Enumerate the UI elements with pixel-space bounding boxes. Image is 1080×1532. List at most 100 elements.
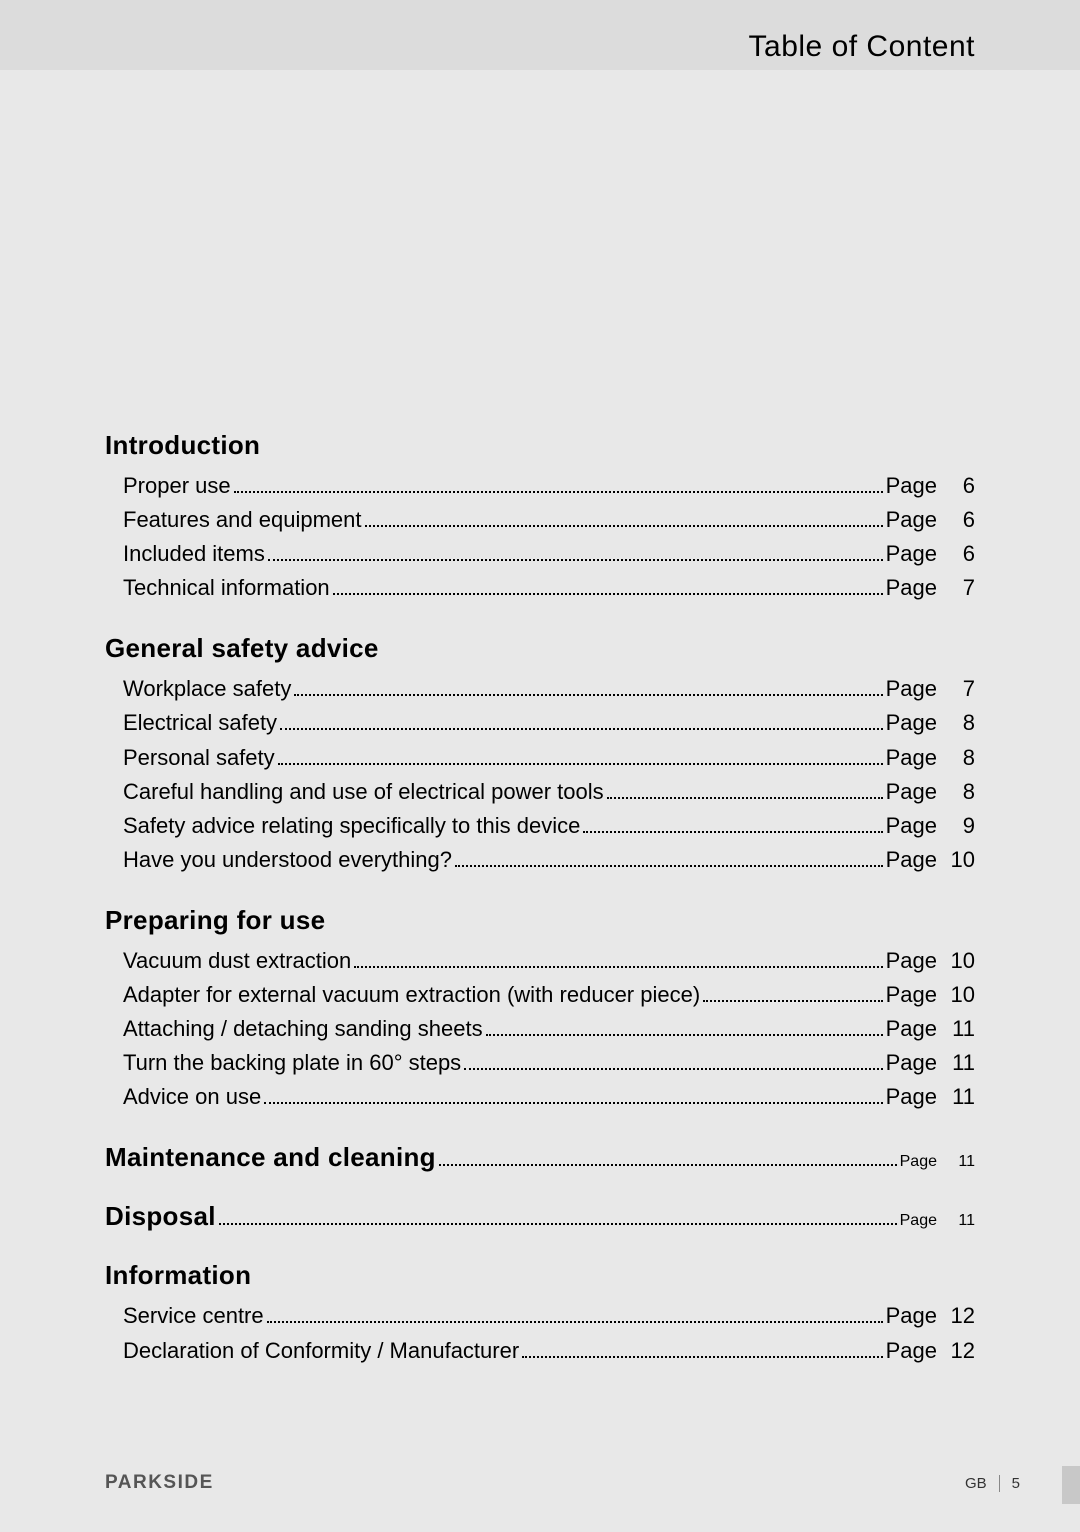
toc-page-word: Page — [886, 1334, 937, 1368]
toc-section-general-safety: General safety advice Workplace safety P… — [105, 633, 975, 877]
toc-page-word: Page — [886, 1299, 937, 1333]
toc-section-preparing: Preparing for use Vacuum dust extraction… — [105, 905, 975, 1114]
toc-dots — [439, 1164, 897, 1166]
toc-dots — [455, 865, 883, 867]
toc-section-information: Information Service centre Page 12 Decla… — [105, 1260, 975, 1367]
section-heading: Information — [105, 1260, 975, 1291]
toc-dots — [219, 1223, 897, 1225]
toc-page-num: 10 — [937, 944, 975, 978]
toc-page-num: 11 — [937, 1153, 975, 1171]
toc-row: Features and equipment Page 6 — [105, 503, 975, 537]
toc-page-word: Page — [886, 537, 937, 571]
toc-dots — [522, 1356, 882, 1358]
toc-dots — [464, 1068, 882, 1070]
toc-page-num: 8 — [937, 775, 975, 809]
toc-page-word: Page — [886, 571, 937, 605]
section-heading: Maintenance and cleaning — [105, 1142, 436, 1173]
toc-row: Declaration of Conformity / Manufacturer… — [105, 1334, 975, 1368]
toc-label: Service centre — [123, 1299, 264, 1333]
toc-dots — [268, 559, 883, 561]
section-heading: Preparing for use — [105, 905, 975, 936]
footer: PARKSIDE GB 5 — [105, 1472, 1020, 1494]
toc-page-word: Page — [886, 944, 937, 978]
toc-label: Proper use — [123, 469, 231, 503]
toc-page-num: 10 — [937, 843, 975, 877]
toc-page-num: 10 — [937, 978, 975, 1012]
header-title: Table of Content — [749, 30, 975, 64]
toc-dots — [703, 1000, 882, 1002]
toc-page-word: Page — [886, 775, 937, 809]
toc-row: Personal safety Page 8 — [105, 741, 975, 775]
toc-dots — [278, 763, 883, 765]
toc-dots — [264, 1102, 882, 1104]
toc-dots — [486, 1034, 883, 1036]
toc-label: Workplace safety — [123, 672, 291, 706]
toc-label: Personal safety — [123, 741, 275, 775]
toc-page-num: 11 — [937, 1012, 975, 1046]
section-heading: General safety advice — [105, 633, 975, 664]
toc-dots — [354, 966, 882, 968]
toc-row: Service centre Page 12 — [105, 1299, 975, 1333]
toc-page-word: Page — [886, 843, 937, 877]
toc-dots — [280, 728, 883, 730]
toc-page-word: Page — [886, 672, 937, 706]
toc-page-num: 6 — [937, 469, 975, 503]
toc-label: Features and equipment — [123, 503, 362, 537]
toc-page-num: 11 — [937, 1212, 975, 1230]
toc-label: Vacuum dust extraction — [123, 944, 351, 978]
toc-page-word: Page — [886, 1080, 937, 1114]
page: Table of Content Introduction Proper use… — [0, 0, 1080, 1532]
toc-row: Proper use Page 6 — [105, 469, 975, 503]
toc-dots — [583, 831, 882, 833]
toc-label: Declaration of Conformity / Manufacturer — [123, 1334, 519, 1368]
toc-content: Introduction Proper use Page 6 Features … — [105, 430, 975, 1368]
toc-section-disposal: Disposal Page 11 — [105, 1201, 975, 1232]
toc-label: Attaching / detaching sanding sheets — [123, 1012, 483, 1046]
toc-page-word: Page — [886, 741, 937, 775]
section-heading: Disposal — [105, 1201, 216, 1232]
toc-label: Careful handling and use of electrical p… — [123, 775, 604, 809]
page-edge-tab — [1062, 1466, 1080, 1504]
toc-label: Have you understood everything? — [123, 843, 452, 877]
toc-label: Turn the backing plate in 60° steps — [123, 1046, 461, 1080]
toc-row: Technical information Page 7 — [105, 571, 975, 605]
toc-page-num: 12 — [937, 1299, 975, 1333]
toc-row: Included items Page 6 — [105, 537, 975, 571]
toc-page-num: 7 — [937, 571, 975, 605]
toc-page-word: Page — [886, 706, 937, 740]
toc-row: Advice on use Page 11 — [105, 1080, 975, 1114]
toc-row: Safety advice relating specifically to t… — [105, 809, 975, 843]
toc-page-word: Page — [900, 1212, 937, 1230]
toc-page-num: 6 — [937, 537, 975, 571]
toc-dots — [365, 525, 883, 527]
toc-dots — [267, 1321, 883, 1323]
footer-right: GB 5 — [965, 1475, 1020, 1492]
toc-page-word: Page — [886, 469, 937, 503]
toc-label: Electrical safety — [123, 706, 277, 740]
toc-page-num: 12 — [937, 1334, 975, 1368]
section-heading: Introduction — [105, 430, 975, 461]
toc-row: Adapter for external vacuum extraction (… — [105, 978, 975, 1012]
toc-label: Included items — [123, 537, 265, 571]
toc-dots — [234, 491, 883, 493]
toc-page-num: 7 — [937, 672, 975, 706]
toc-row: Careful handling and use of electrical p… — [105, 775, 975, 809]
toc-label: Advice on use — [123, 1080, 261, 1114]
toc-page-num: 6 — [937, 503, 975, 537]
toc-page-word: Page — [886, 503, 937, 537]
toc-dots — [607, 797, 883, 799]
toc-row: Turn the backing plate in 60° steps Page… — [105, 1046, 975, 1080]
toc-dots — [333, 593, 883, 595]
toc-label: Adapter for external vacuum extraction (… — [123, 978, 700, 1012]
toc-page-word: Page — [886, 1046, 937, 1080]
toc-page-num: 11 — [937, 1080, 975, 1114]
toc-page-num: 8 — [937, 741, 975, 775]
toc-row: Have you understood everything? Page 10 — [105, 843, 975, 877]
toc-row: Workplace safety Page 7 — [105, 672, 975, 706]
toc-page-num: 9 — [937, 809, 975, 843]
toc-page-num: 8 — [937, 706, 975, 740]
toc-label: Safety advice relating specifically to t… — [123, 809, 580, 843]
toc-page-word: Page — [886, 809, 937, 843]
toc-page-word: Page — [886, 1012, 937, 1046]
toc-dots — [294, 694, 882, 696]
